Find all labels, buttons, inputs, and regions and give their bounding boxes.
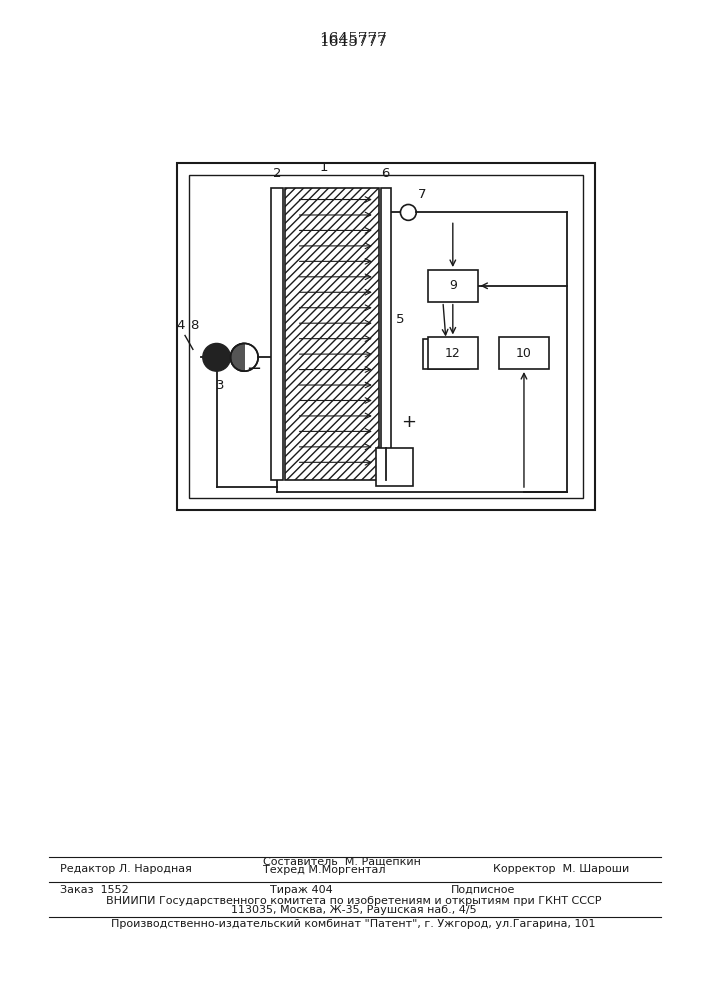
Bar [428,270,477,302]
Text: Тираж 404: Тираж 404 [269,885,332,895]
Text: 11: 11 [438,348,454,361]
Text: Техред М.Моргентал: Техред М.Моргентал [263,865,385,875]
Text: Редактор Л. Народная: Редактор Л. Народная [60,864,192,874]
Bar [375,448,414,486]
Circle shape [203,343,230,371]
Bar [380,188,390,480]
Text: 2: 2 [273,167,281,180]
Bar [423,339,469,369]
Text: 10: 10 [516,347,532,360]
Text: Подписное: Подписное [451,885,515,895]
Text: 8: 8 [189,319,198,332]
Text: +: + [401,413,416,431]
Bar [177,163,595,510]
Text: 6: 6 [382,167,390,180]
Text: 1645777: 1645777 [319,32,387,46]
Wedge shape [230,343,245,371]
Text: Заказ  1552: Заказ 1552 [60,885,129,895]
Text: 7: 7 [419,188,427,201]
Bar [285,188,379,480]
Text: Составитель  М. Ращепкин: Составитель М. Ращепкин [263,857,421,867]
Text: 9: 9 [449,279,457,292]
Text: 3: 3 [216,379,225,392]
Bar [189,175,583,498]
Text: −: − [245,360,261,378]
Text: 1: 1 [320,161,328,174]
Text: Производственно-издательский комбинат "Патент", г. Ужгород, ул.Гагарина, 101: Производственно-издательский комбинат "П… [111,919,596,929]
Bar [428,337,477,369]
Text: ВНИИПИ Государственного комитета по изобретениям и открытиям при ГКНТ СССР: ВНИИПИ Государственного комитета по изоб… [106,896,601,906]
Text: 12: 12 [445,347,461,360]
Text: 1645777: 1645777 [319,35,387,49]
Bar [499,337,549,369]
Bar [271,188,283,480]
Text: Корректор  М. Шароши: Корректор М. Шароши [493,864,629,874]
Text: 5: 5 [395,313,404,326]
Text: 113035, Москва, Ж-35, Раушская наб., 4/5: 113035, Москва, Ж-35, Раушская наб., 4/5 [230,905,477,915]
Text: 4: 4 [177,319,185,332]
